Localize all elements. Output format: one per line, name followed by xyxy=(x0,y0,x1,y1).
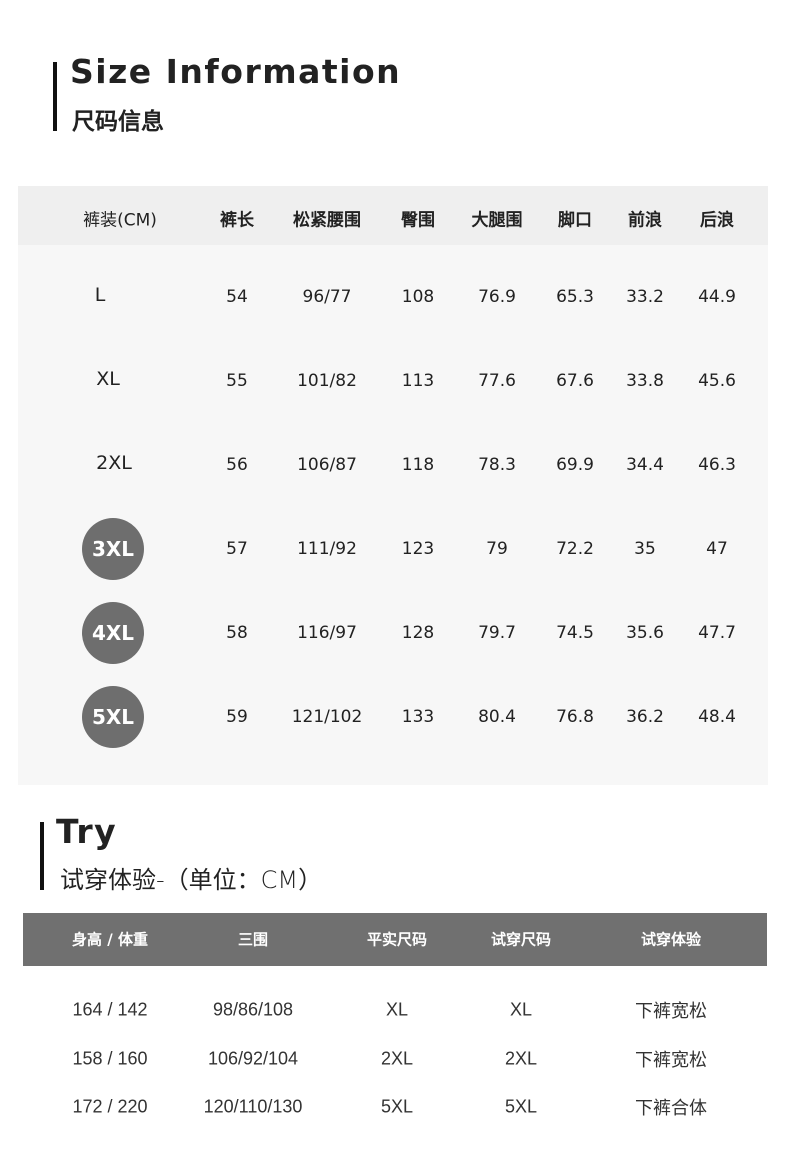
size-table-cell: 33.2 xyxy=(626,287,664,307)
size-table-cell: 58 xyxy=(226,623,248,643)
size-title-cn: 尺码信息 xyxy=(72,109,164,135)
size-table-header-cell: 脚口 xyxy=(558,210,592,231)
try-subtitle: 试穿体验-（单位：CM） xyxy=(60,866,323,894)
size-table-header-cell: 前浪 xyxy=(628,210,662,231)
size-badge: 3XL xyxy=(82,518,144,580)
try-table-cell: 5XL xyxy=(504,1096,538,1117)
size-label: L xyxy=(94,284,106,306)
try-table-cell: 172 / 220 xyxy=(72,1096,148,1117)
try-title-en: Try xyxy=(56,812,118,851)
try-table-header-cell: 试穿体验 xyxy=(640,930,702,949)
size-table-cell: 46.3 xyxy=(698,455,736,475)
size-table-cell: 123 xyxy=(401,539,435,559)
size-table-cell: 121/102 xyxy=(291,707,363,727)
size-table-cell: 79.7 xyxy=(478,623,516,643)
size-table-cell: 34.4 xyxy=(626,455,664,475)
try-table-header-cell: 身高 / 体重 xyxy=(72,930,148,949)
size-label: 2XL xyxy=(96,452,132,474)
size-table-cell: 56 xyxy=(226,455,248,475)
try-table-cell: XL xyxy=(509,999,533,1020)
size-table-cell: 33.8 xyxy=(626,371,664,391)
try-table-header-cell: 三围 xyxy=(237,930,269,949)
size-table-cell: 116/97 xyxy=(297,623,357,643)
size-table-cell: 54 xyxy=(226,287,248,307)
title-accent-bar xyxy=(53,62,57,131)
try-table-cell: 下裤宽松 xyxy=(635,1001,707,1021)
size-table-cell: 96/77 xyxy=(302,287,352,307)
size-table-cell: 35 xyxy=(634,539,656,559)
try-table-header-cell: 试穿尺码 xyxy=(490,930,552,949)
size-table-header-cell: 臀围 xyxy=(401,210,435,231)
size-table-cell: 72.2 xyxy=(556,539,594,559)
size-table-header-cell: 松紧腰围 xyxy=(293,210,361,231)
size-table-header-cell: 裤长 xyxy=(220,210,254,231)
try-table-cell: 120/110/130 xyxy=(203,1096,303,1117)
size-table-cell: 67.6 xyxy=(556,371,594,391)
size-table-cell: 44.9 xyxy=(698,287,736,307)
try-table-header-cell: 平实尺码 xyxy=(366,930,428,949)
size-table-cell: 59 xyxy=(226,707,248,727)
size-table-cell: 108 xyxy=(401,287,435,307)
size-table-cell: 118 xyxy=(401,455,435,475)
try-table-cell: 2XL xyxy=(380,1048,414,1068)
size-label: XL xyxy=(96,368,120,390)
size-table xyxy=(18,186,768,785)
size-table-cell: 106/87 xyxy=(297,455,357,475)
size-title-en: Size Information xyxy=(70,52,402,91)
size-table-cell: 74.5 xyxy=(556,623,594,643)
size-table-cell: 69.9 xyxy=(556,455,594,475)
size-table-cell: 47.7 xyxy=(698,623,736,643)
try-table-cell: 下裤宽松 xyxy=(635,1049,707,1070)
size-table-cell: 101/82 xyxy=(297,371,357,391)
size-table-cell: 48.4 xyxy=(698,707,736,727)
try-table-cell: 158 / 160 xyxy=(72,1048,148,1068)
size-table-cell: 76.9 xyxy=(478,287,516,307)
size-table-cell: 45.6 xyxy=(698,371,736,391)
size-table-cell: 80.4 xyxy=(478,707,516,727)
size-badge: 5XL xyxy=(82,686,144,748)
size-table-cell: 79 xyxy=(486,539,508,559)
size-table-header-cell: 大腿围 xyxy=(471,210,523,231)
size-table-cell: 55 xyxy=(226,371,248,391)
size-table-cell: 36.2 xyxy=(626,707,664,727)
size-table-cell: 47 xyxy=(706,539,728,559)
size-table-cell: 133 xyxy=(401,707,435,727)
try-table-cell: 98/86/108 xyxy=(212,999,294,1020)
size-table-header-cell: 后浪 xyxy=(700,210,734,231)
size-table-cell: 113 xyxy=(401,371,435,391)
size-table-cell: 76.8 xyxy=(556,707,594,727)
try-table-cell: 5XL xyxy=(380,1096,414,1117)
size-table-cell: 77.6 xyxy=(478,371,516,391)
size-table-cell: 35.6 xyxy=(626,623,664,643)
try-table-cell: 164 / 142 xyxy=(72,999,148,1020)
size-table-cell: 57 xyxy=(226,539,248,559)
size-table-cell: 65.3 xyxy=(556,287,594,307)
size-badge: 4XL xyxy=(82,602,144,664)
try-accent-bar xyxy=(40,822,44,890)
size-table-header xyxy=(18,186,768,245)
try-table-cell: 106/92/104 xyxy=(207,1048,299,1068)
try-table-cell: 2XL xyxy=(504,1048,538,1068)
size-table-cell: 128 xyxy=(401,623,435,643)
try-table-header xyxy=(23,913,767,966)
try-table-cell: XL xyxy=(385,999,409,1020)
try-table-cell: 下裤合体 xyxy=(635,1098,707,1118)
size-table-header-cell: 裤装(CM) xyxy=(83,210,157,231)
size-table-cell: 111/92 xyxy=(297,539,357,559)
size-table-cell: 78.3 xyxy=(478,455,516,475)
